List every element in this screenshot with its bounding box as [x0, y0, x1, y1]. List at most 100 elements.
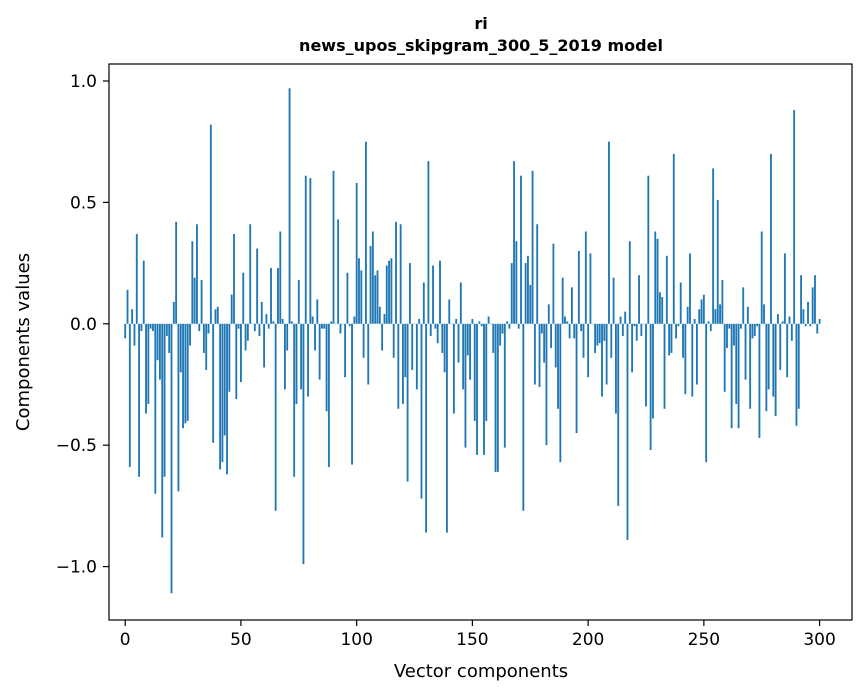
bar-247	[695, 323, 698, 385]
bar-292	[800, 275, 802, 324]
bar-172	[522, 323, 525, 511]
bar-222	[638, 275, 640, 324]
bar-170	[517, 323, 520, 329]
bar-177	[533, 323, 536, 385]
bar-219	[631, 323, 634, 373]
bar-53	[246, 323, 249, 341]
bar-211	[612, 277, 615, 324]
bar-8	[142, 260, 145, 324]
bar-30	[193, 277, 196, 324]
bar-70	[286, 323, 289, 351]
bar-102	[360, 270, 363, 324]
bar-274	[758, 323, 761, 438]
bar-99	[353, 316, 356, 324]
bar-159	[492, 323, 495, 353]
bar-244	[689, 253, 691, 324]
bar-16	[161, 323, 164, 538]
bar-227	[649, 323, 652, 451]
bar-150	[471, 318, 474, 324]
bar-75	[297, 280, 300, 324]
bar-116	[392, 323, 395, 358]
bar-277	[765, 323, 768, 412]
bar-93	[339, 323, 342, 334]
bar-193	[571, 287, 573, 324]
bar-13	[154, 323, 157, 494]
bar-206	[601, 323, 603, 397]
bar-31	[196, 224, 198, 324]
bar-119	[399, 224, 402, 324]
bar-69	[283, 323, 286, 390]
bar-297	[811, 287, 814, 324]
bar-221	[635, 323, 638, 341]
bar-161	[496, 323, 499, 472]
bar-66	[277, 267, 279, 324]
bar-105	[367, 323, 370, 385]
bar-21	[172, 301, 175, 324]
bar-45	[228, 323, 231, 392]
x-tick-label: 0	[120, 630, 131, 650]
bar-46	[230, 294, 233, 324]
bar-12	[152, 323, 154, 332]
bar-268	[744, 323, 747, 380]
bar-142	[452, 323, 455, 414]
bars-group	[124, 88, 821, 594]
bar-240	[679, 282, 682, 324]
bar-121	[404, 323, 407, 378]
bar-114	[388, 260, 390, 324]
bar-164	[503, 323, 506, 448]
bar-253	[709, 323, 712, 332]
bar-163	[501, 323, 504, 334]
bar-228	[652, 323, 654, 419]
bar-57	[256, 248, 259, 324]
bar-155	[483, 323, 485, 455]
bar-154	[480, 323, 483, 327]
bar-25	[182, 323, 184, 429]
bar-73	[293, 323, 296, 477]
bar-62	[267, 323, 270, 329]
bar-132	[429, 323, 432, 336]
chart-title: ri	[474, 14, 487, 33]
bar-85	[321, 323, 323, 329]
bar-238	[675, 323, 678, 339]
bar-189	[561, 277, 564, 324]
bar-140	[448, 299, 451, 324]
bar-199	[584, 231, 587, 324]
bar-223	[640, 323, 643, 336]
bar-44	[226, 323, 228, 475]
bar-127	[418, 318, 421, 324]
bar-275	[760, 231, 763, 324]
x-tick-label: 100	[340, 630, 372, 650]
bar-237	[672, 153, 675, 324]
bar-190	[564, 316, 566, 324]
bar-234	[665, 255, 668, 324]
bar-281	[774, 323, 777, 417]
bar-81	[311, 316, 314, 324]
bar-289	[793, 110, 796, 324]
bar-287	[788, 316, 791, 324]
bar-24	[179, 323, 182, 373]
bar-282	[777, 314, 779, 324]
bar-115	[390, 258, 393, 324]
bar-4	[133, 323, 136, 346]
bar-32	[198, 323, 201, 332]
bar-101	[358, 258, 360, 324]
bar-104	[365, 141, 367, 324]
bar-63	[270, 267, 272, 324]
bar-241	[682, 323, 684, 358]
bar-251	[705, 323, 708, 463]
bar-184	[550, 323, 553, 349]
bar-255	[714, 309, 717, 324]
bar-229	[654, 231, 657, 324]
bar-214	[619, 316, 622, 324]
bar-43	[223, 323, 226, 436]
y-tick-label: −1.0	[56, 558, 97, 578]
x-tick-label: 50	[230, 630, 252, 650]
bar-300	[818, 318, 821, 324]
bar-49	[237, 323, 240, 329]
bar-134	[434, 323, 437, 329]
bar-15	[159, 323, 161, 380]
bar-175	[529, 284, 532, 324]
bar-280	[772, 323, 775, 397]
bar-205	[598, 323, 601, 344]
